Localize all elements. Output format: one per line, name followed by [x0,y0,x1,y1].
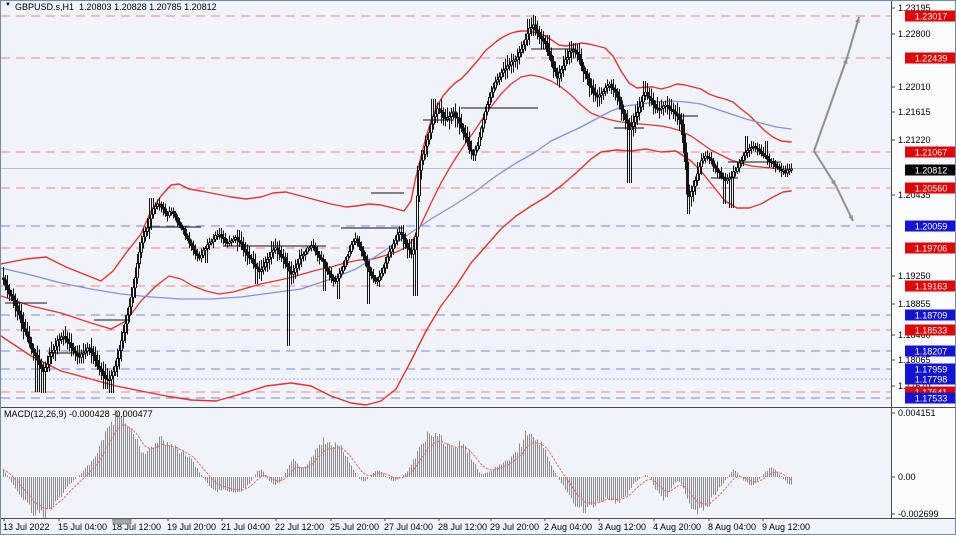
macd-values: -0.000428 -0.000477 [69,409,153,419]
macd-axis-tick: 0.00 [898,472,916,482]
x-axis-label: 9 Aug 12:00 [762,522,810,532]
resistance-price-box-text: 1.19706 [915,244,948,254]
x-axis-label: 29 Jul 20:00 [490,522,539,532]
y-axis-tick: 1.22010 [898,82,931,92]
symbol-dropdown-icon[interactable]: ▼ [5,2,11,8]
x-axis-label: 27 Jul 04:00 [384,522,433,532]
projection-arrows [813,16,860,222]
dotted-level-price-box-text: 1.17798 [915,375,948,385]
x-axis-label: 22 Jul 12:00 [275,522,324,532]
macd-axis-tick: 0.004151 [898,408,936,418]
support-price-box [905,309,955,321]
support-price-box-text: 1.17533 [915,394,948,404]
resistance-price-box-text: 1.23017 [915,12,948,22]
y-axis-tick: 1.17670 [898,381,931,391]
resistance-price-box-text: 1.18533 [915,326,948,336]
x-axis-label: 8 Aug 04:00 [708,522,756,532]
x-axis-label: 21 Jul 04:00 [221,522,270,532]
resistance-price-box-text: 1.19163 [915,282,948,292]
candles-layer [2,15,793,393]
support-price-box-text: 1.20059 [915,222,948,232]
resistance-price-box [905,280,955,292]
resistance-price-box [905,146,955,158]
support-price-box-text: 1.17959 [915,365,948,375]
current-price-box-text: 1.20812 [915,166,948,176]
support-price-box [905,345,955,357]
y-axis-tick: 1.19250 [898,271,931,281]
y-axis-tick: 1.18065 [898,355,931,365]
support-price-box [905,392,955,404]
macd-signal-line [2,423,792,510]
resistance-price-box-text: 1.21067 [915,148,948,158]
chart-title: GBPUSD.s,H1 1.20803 1.20828 1.20785 1.20… [15,2,217,12]
x-axis-label: 28 Jul 12:00 [438,522,487,532]
macd-axis-tick: -0.002699 [898,509,939,519]
chart-symbol-timeframe: GBPUSD.s,H1 [15,2,75,12]
time-axis: 13 Jul 2022 15 Jul 04:00 18 Jul 12:00 19 Ju… [3,518,810,532]
x-axis-label: 25 Jul 20:00 [330,522,379,532]
y-axis-tick: 1.23195 [898,3,931,13]
resistance-price-box [905,52,955,64]
macd-pane [2,410,792,518]
support-resistance-levels [1,15,891,399]
y-axis-tick: 1.18855 [898,299,931,309]
support-price-box-text: 1.18709 [915,311,948,321]
support-price-box-text: 1.18207 [915,347,948,357]
dotted-level-price-box [905,373,955,385]
y-axis-tick: 1.22800 [898,29,931,39]
macd-name: MACD(12,26,9) [4,409,67,419]
x-axis-label: 18 Jul 12:00 [112,522,161,532]
swing-level-segments [5,48,781,354]
x-axis-label: 3 Aug 12:00 [598,522,646,532]
y-axis-tick: 1.20435 [898,190,931,200]
resistance-price-box [905,10,955,22]
chart-ohlc-quotes: 1.20803 1.20828 1.20785 1.20812 [79,2,217,12]
y-axis-tick: 1.21615 [898,107,931,117]
resistance-price-box [905,242,955,254]
resistance-price-box [905,386,955,398]
macd-indicator-label: MACD(12,26,9) -0.000428 -0.000477 [4,409,153,419]
x-axis-label: 4 Aug 20:00 [653,522,701,532]
support-price-box [905,220,955,232]
x-axis-label: 13 Jul 2022 [3,522,50,532]
price-axis: 1.23195 1.22800 1.22010 1.21615 1.21220 1.204… [891,3,955,519]
x-axis-label: 19 Jul 20:00 [167,522,216,532]
resistance-price-box-text: 1.20560 [915,184,948,194]
resistance-price-box-text: 1.22439 [915,54,948,64]
y-axis-tick: 1.21220 [898,135,931,145]
current-price-box [905,164,955,176]
x-axis-label: 15 Jul 04:00 [58,522,107,532]
resistance-price-box [905,182,955,194]
resistance-price-box [905,324,955,336]
support-price-box [905,363,955,375]
x-axis-label: 2 Aug 04:00 [544,522,592,532]
scrollbar-thumb[interactable] [112,518,132,525]
